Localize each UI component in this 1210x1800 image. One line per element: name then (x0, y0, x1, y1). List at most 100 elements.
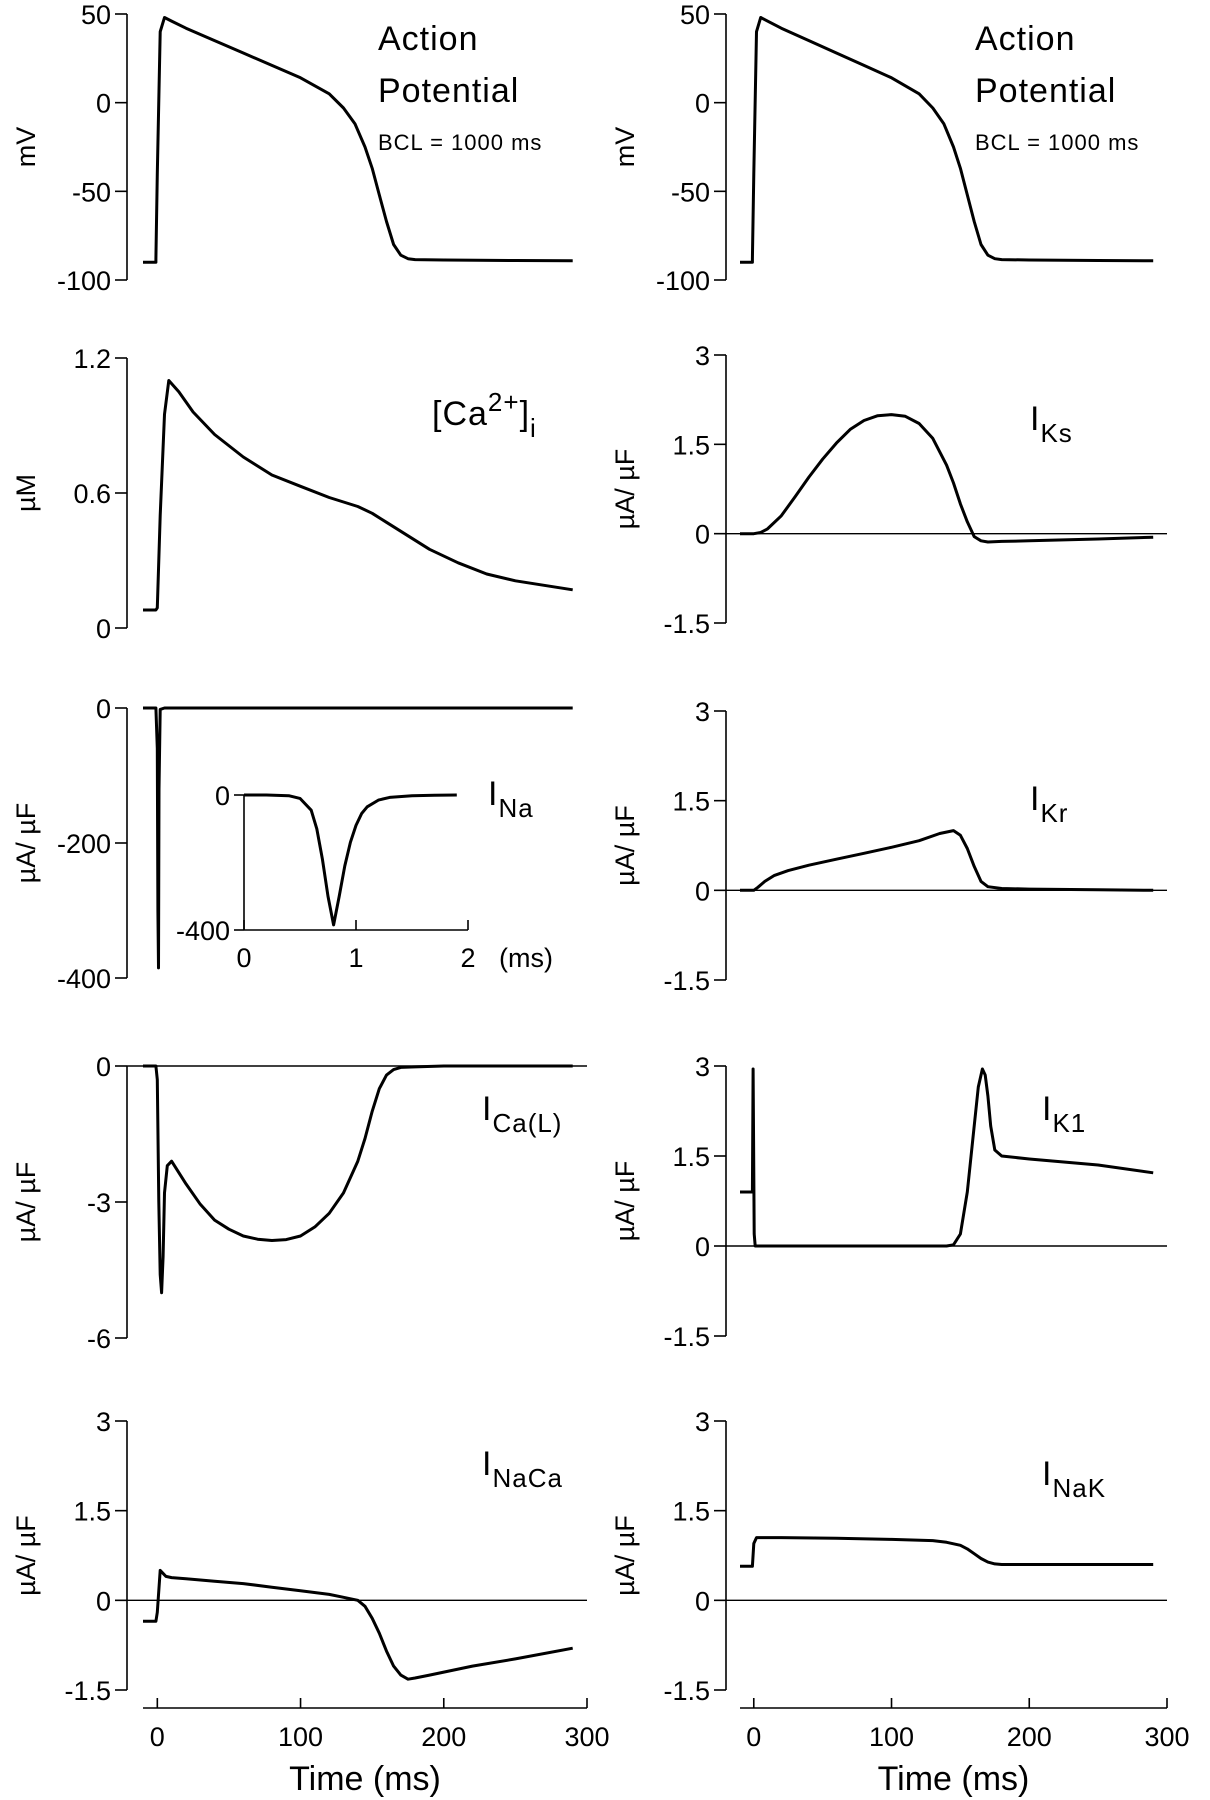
trace-label: IKr (1030, 780, 1068, 828)
y-tick-label: 0.6 (73, 479, 111, 509)
trace-label-sub: Na (498, 793, 533, 823)
panel-right-2: 3 1.5 0 -1.5 µA/ µF IKs (610, 341, 1167, 639)
series-line-right-4 (740, 1067, 1154, 1248)
y-tick-label: 0 (695, 1232, 710, 1262)
annotation-line: Potential (378, 72, 519, 110)
y-tick-label: 3 (695, 341, 710, 371)
y-tick-label: 50 (680, 0, 710, 30)
series-line-left-1 (143, 16, 573, 264)
y-tick-label: 0 (96, 1052, 111, 1082)
y-tick-label: 0 (695, 1586, 710, 1616)
annotation-line: Action (378, 20, 479, 58)
x-tick-label: 0 (150, 1722, 165, 1752)
panel-right-5: 3 1.5 0 -1.5 µA/ µF 0 100 200 300 Time (ms) INaK (610, 1407, 1190, 1798)
y-tick-label: -1.5 (663, 966, 710, 996)
trace-label-sup: 2+ (488, 387, 520, 417)
y-tick-label: 1.2 (73, 344, 111, 374)
y-axis-label: µA/ µF (610, 1515, 640, 1596)
y-tick-label: 1.5 (672, 1497, 710, 1527)
trace-label: INaCa (482, 1445, 563, 1493)
y-tick-label: 1.5 (73, 1497, 111, 1527)
trace-label-sub: K1 (1052, 1108, 1086, 1138)
series-line-right-1 (740, 16, 1154, 264)
series-line-right-3 (740, 829, 1154, 892)
trace-label-sub: i (530, 413, 537, 443)
trace-label-main: I (1042, 1090, 1052, 1128)
y-tick-label: 3 (695, 697, 710, 727)
x-axis-label: Time (ms) (878, 1760, 1030, 1798)
y-tick-label: -400 (57, 964, 111, 994)
y-tick-label: -100 (57, 266, 111, 296)
inset-series-line (244, 793, 457, 927)
y-axis-label: mV (610, 127, 640, 168)
y-axis-label: µA/ µF (11, 1162, 41, 1243)
y-tick-label: -1.5 (64, 1676, 111, 1706)
y-tick-label: 3 (695, 1052, 710, 1082)
y-tick-label: -200 (57, 829, 111, 859)
y-tick-label: -6 (87, 1324, 111, 1354)
x-tick-label: 300 (1144, 1722, 1189, 1752)
inset-x-tick-label: 2 (460, 943, 475, 973)
series-line-left-5 (143, 1568, 573, 1681)
y-tick-label: 50 (81, 0, 111, 30)
x-tick-label: 0 (746, 1722, 761, 1752)
series-line-left-2 (143, 379, 573, 612)
y-axis-label: µA/ µF (610, 1161, 640, 1242)
x-tick-label: 200 (1007, 1722, 1052, 1752)
y-tick-label: 0 (695, 520, 710, 550)
series-line-right-2 (740, 413, 1154, 544)
y-axis-label: mV (11, 127, 41, 168)
trace-label: IKs (1030, 400, 1073, 448)
panel-right-3: 3 1.5 0 -1.5 µA/ µF IKr (610, 697, 1167, 996)
panel-left-1: 50 0 -50 -100 mV Action Potential BCL = 1000 ms (11, 0, 573, 296)
trace-label-main: [Ca (432, 395, 488, 433)
y-tick-label: -1.5 (663, 1322, 710, 1352)
y-tick-label: -50 (671, 177, 710, 207)
y-axis-label: µM (11, 474, 41, 512)
y-axis-label: µA/ µF (11, 1515, 41, 1596)
trace-label-sub: Kr (1040, 798, 1068, 828)
y-tick-label: 1.5 (672, 1142, 710, 1172)
x-tick-label: 200 (421, 1722, 466, 1752)
trace-label: IK1 (1042, 1090, 1086, 1138)
y-tick-label: 3 (695, 1407, 710, 1437)
y-tick-label: 0 (695, 876, 710, 906)
panel-right-4: 3 1.5 0 -1.5 µA/ µF IK1 (610, 1052, 1167, 1352)
panel-left-2: 1.2 0.6 0 µM [Ca2+]i (11, 344, 573, 644)
panel-left-4: 0 -3 -6 µA/ µF ICa(L) (11, 1052, 587, 1354)
series-line-left-4 (143, 1064, 573, 1295)
annotation-note: BCL = 1000 ms (378, 130, 542, 155)
y-axis-label: µA/ µF (610, 449, 640, 530)
trace-label-main: I (482, 1090, 492, 1128)
inset-y-tick-label: -400 (176, 916, 230, 946)
x-tick-label: 100 (278, 1722, 323, 1752)
y-tick-label: -50 (72, 177, 111, 207)
trace-label-main: I (482, 1445, 492, 1483)
y-tick-label: 3 (96, 1407, 111, 1437)
y-axis-label: µA/ µF (11, 803, 41, 884)
y-tick-label: 0 (96, 89, 111, 119)
trace-label: ICa(L) (482, 1090, 562, 1138)
x-axis-label: Time (ms) (289, 1760, 441, 1798)
trace-label-end: ] (520, 395, 530, 433)
x-tick-label: 100 (869, 1722, 914, 1752)
annotation-note: BCL = 1000 ms (975, 130, 1139, 155)
trace-label: [Ca2+]i (432, 387, 537, 443)
series-line-right-5 (740, 1536, 1154, 1568)
trace-label-sub: Ca(L) (492, 1108, 562, 1138)
annotation-line: Action (975, 20, 1076, 58)
trace-label-main: I (1042, 1455, 1052, 1493)
trace-label: INaK (1042, 1455, 1106, 1503)
annotation-line: Potential (975, 72, 1116, 110)
y-tick-label: 0 (695, 89, 710, 119)
trace-label-sub: NaK (1052, 1473, 1106, 1503)
panel-left-5: 3 1.5 0 -1.5 µA/ µF 0 100 200 300 Time (ms) INaCa (11, 1407, 610, 1798)
y-tick-label: 0 (96, 1586, 111, 1616)
y-tick-label: 0 (96, 694, 111, 724)
y-tick-label: -1.5 (663, 609, 710, 639)
trace-label-sub: Ks (1040, 418, 1072, 448)
y-axis-label: µA/ µF (610, 805, 640, 886)
